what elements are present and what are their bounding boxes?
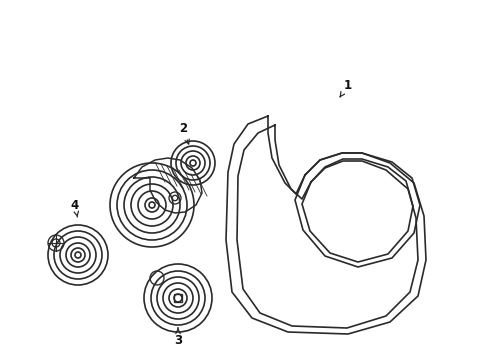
Text: 1: 1 xyxy=(340,78,351,97)
Text: 3: 3 xyxy=(174,328,182,346)
Text: 4: 4 xyxy=(71,198,79,217)
Text: 2: 2 xyxy=(179,122,189,144)
